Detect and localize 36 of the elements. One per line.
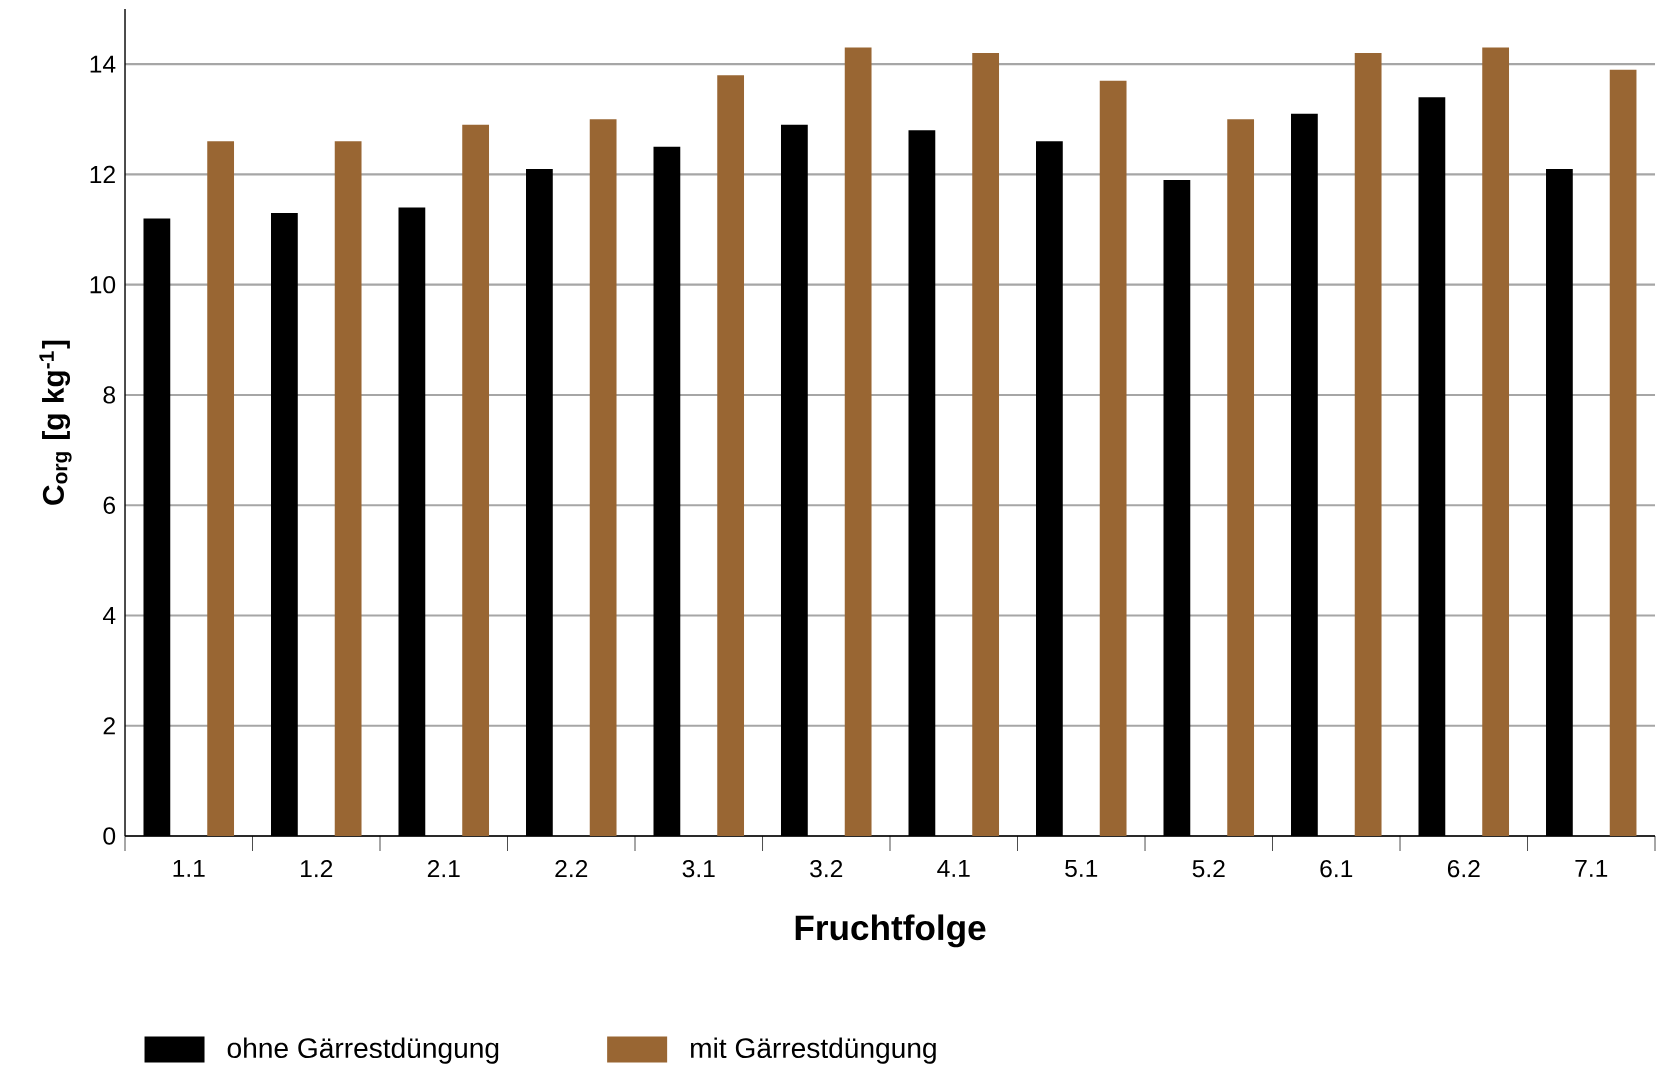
legend-label: mit Gärrestdüngung xyxy=(691,1037,936,1064)
x-tick-label: 5.1 xyxy=(1065,859,1098,878)
bar xyxy=(589,119,617,836)
x-tick-label: 4.1 xyxy=(937,859,970,877)
bar xyxy=(1609,69,1637,836)
y-axis-title: C$_{org}$ [g kg$^{-1}$] xyxy=(39,340,72,505)
legend-label: ohne Gärrestdüngung xyxy=(227,1037,499,1064)
y-tick-label: 2 xyxy=(103,717,115,735)
x-tick-label: 6.1 xyxy=(1320,859,1353,878)
x-tick-label: 2.2 xyxy=(555,859,588,878)
bar xyxy=(844,47,872,836)
y-tick-label: 10 xyxy=(90,275,116,294)
x-tick-label: 6.2 xyxy=(1447,859,1480,878)
bar xyxy=(1482,47,1510,836)
bar xyxy=(1354,53,1382,836)
y-tick-label: 8 xyxy=(103,386,116,404)
bar xyxy=(207,141,235,836)
bar xyxy=(1227,119,1255,836)
x-tick-label: 3.1 xyxy=(682,859,715,878)
bar xyxy=(1099,80,1127,836)
y-tick-label: 0 xyxy=(103,827,116,845)
x-tick-label: 5.2 xyxy=(1192,859,1225,878)
x-tick-label: 1.1 xyxy=(173,859,205,877)
x-tick-label: 1.2 xyxy=(301,859,333,878)
bar xyxy=(462,124,490,836)
y-tick-label: 4 xyxy=(102,607,116,624)
y-tick-label: 14 xyxy=(90,55,116,73)
bar xyxy=(972,53,1000,836)
y-tick-label: 12 xyxy=(90,165,115,183)
bar xyxy=(717,75,745,836)
x-tick-label: 7.1 xyxy=(1575,859,1608,877)
bar xyxy=(334,141,362,836)
x-tick-label: 3.2 xyxy=(810,859,843,878)
x-axis-title: Fruchtfolge xyxy=(795,914,986,948)
y-tick-label: 6 xyxy=(103,496,115,514)
x-tick-label: 2.1 xyxy=(427,859,460,878)
